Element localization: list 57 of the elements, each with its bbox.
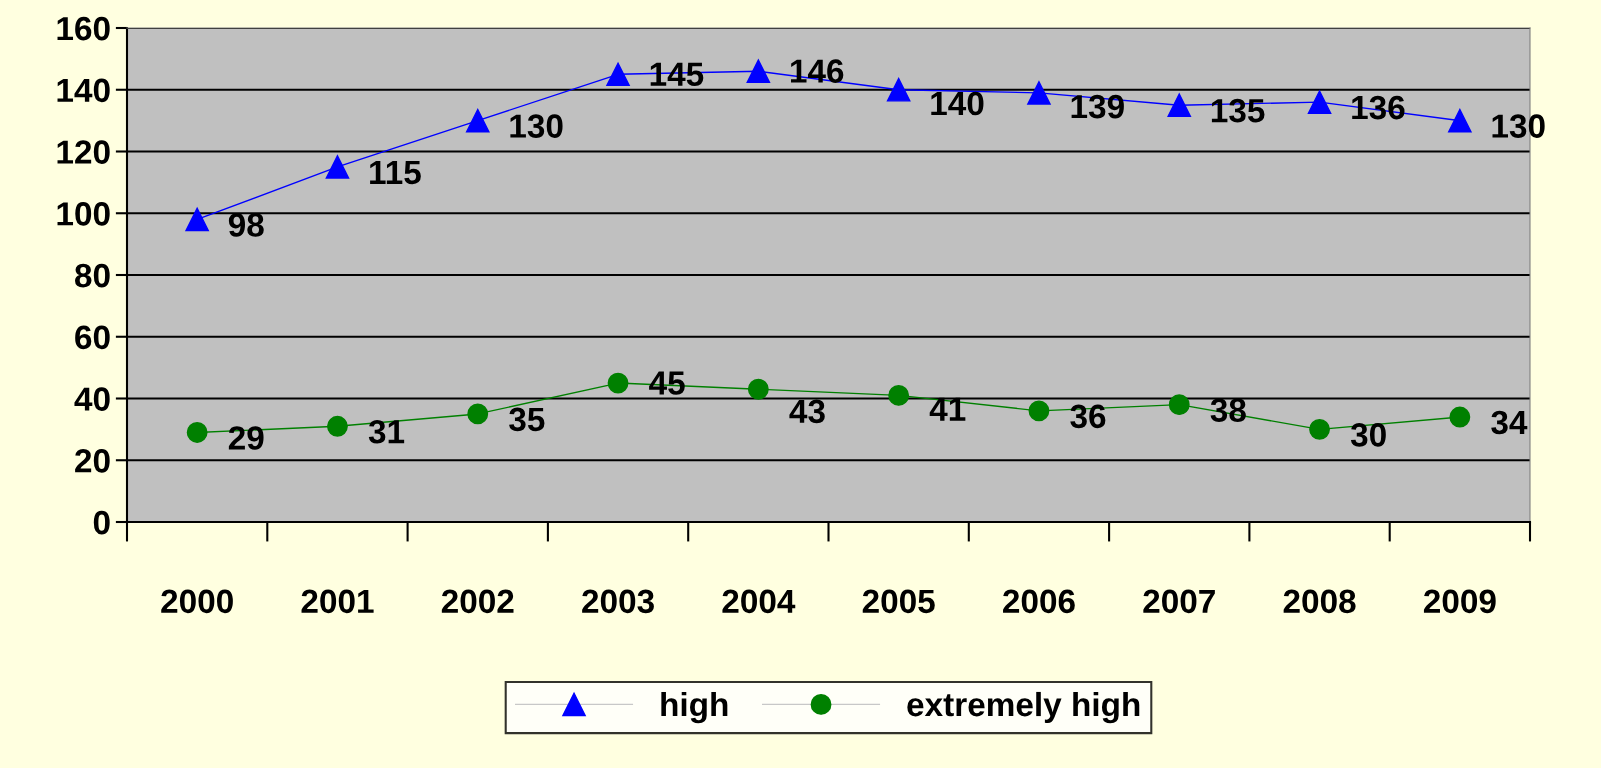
point	[1167, 93, 1192, 117]
data-label: 98	[228, 213, 264, 237]
point	[1448, 108, 1472, 133]
y-tick-label: 20	[75, 449, 110, 473]
data-label: 34	[1491, 410, 1528, 435]
legend-label: high	[661, 691, 728, 724]
point	[1307, 90, 1332, 114]
point	[746, 59, 771, 84]
data-label: 35	[509, 407, 545, 432]
data-label: 130	[510, 114, 563, 138]
data-label: 135	[1211, 98, 1265, 123]
y-tick-label: 140	[57, 78, 110, 103]
data-label: 43	[789, 399, 825, 424]
x-tick-label: 2009	[1423, 589, 1496, 614]
point	[1449, 406, 1471, 428]
data-label: 139	[1071, 94, 1124, 119]
point	[1309, 418, 1330, 440]
y-tick-label: 40	[74, 387, 110, 411]
point	[325, 155, 350, 179]
x-tick-label: 2004	[722, 589, 796, 614]
y-tick-label: 100	[57, 202, 110, 226]
y-tick-label: 120	[57, 140, 110, 164]
data-label: 115	[370, 160, 421, 185]
y-tick-label: 0	[93, 510, 110, 535]
point	[607, 372, 629, 394]
data-label: 146	[791, 59, 844, 83]
x-tick-label: 2002	[441, 589, 514, 614]
data-label: 30	[1350, 423, 1386, 447]
point	[185, 207, 209, 232]
x-tick-label: 2000	[161, 589, 233, 614]
point	[886, 77, 911, 102]
point	[888, 384, 910, 406]
x-tick-label: 2005	[862, 589, 935, 614]
point	[606, 62, 630, 87]
point	[327, 415, 348, 437]
y-tick-label: 80	[75, 263, 110, 288]
point	[186, 422, 208, 443]
x-tick-label: 2006	[1003, 589, 1075, 614]
point	[465, 108, 490, 133]
data-label: 140	[931, 91, 984, 116]
x-tick-label: 2008	[1283, 589, 1356, 614]
data-label: 36	[1070, 404, 1106, 429]
point	[1168, 394, 1190, 416]
point	[467, 403, 489, 425]
point	[1027, 81, 1051, 105]
x-tick-label: 2001	[301, 589, 374, 614]
legend-label: extremely high	[907, 691, 1140, 724]
x-tick-label: 2003	[582, 589, 654, 614]
point	[747, 378, 769, 400]
y-tick-label: 160	[57, 16, 110, 41]
data-label: 130	[1492, 114, 1545, 138]
point	[1028, 400, 1050, 422]
data-label: 41	[929, 397, 966, 421]
data-label: 31	[368, 419, 405, 444]
y-tick-label: 60	[75, 325, 110, 350]
data-label: 29	[228, 426, 264, 450]
x-tick-label: 2007	[1143, 589, 1215, 614]
